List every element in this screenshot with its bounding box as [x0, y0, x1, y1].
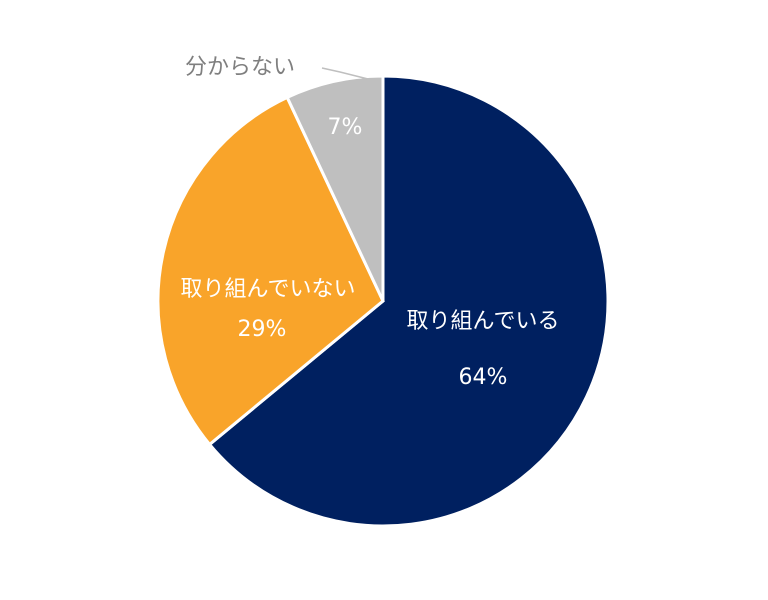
- pie-slice: [207, 74, 610, 528]
- value-label: 29%: [238, 317, 287, 342]
- value-label: 64%: [459, 365, 508, 390]
- category-label: 取り組んでいる: [407, 309, 560, 334]
- category-label: 取り組んでいない: [181, 277, 356, 302]
- category-label: 分からない: [185, 55, 295, 80]
- pie-slice: [285, 74, 385, 302]
- value-label: 7%: [328, 115, 363, 140]
- leader-line: [321, 67, 373, 81]
